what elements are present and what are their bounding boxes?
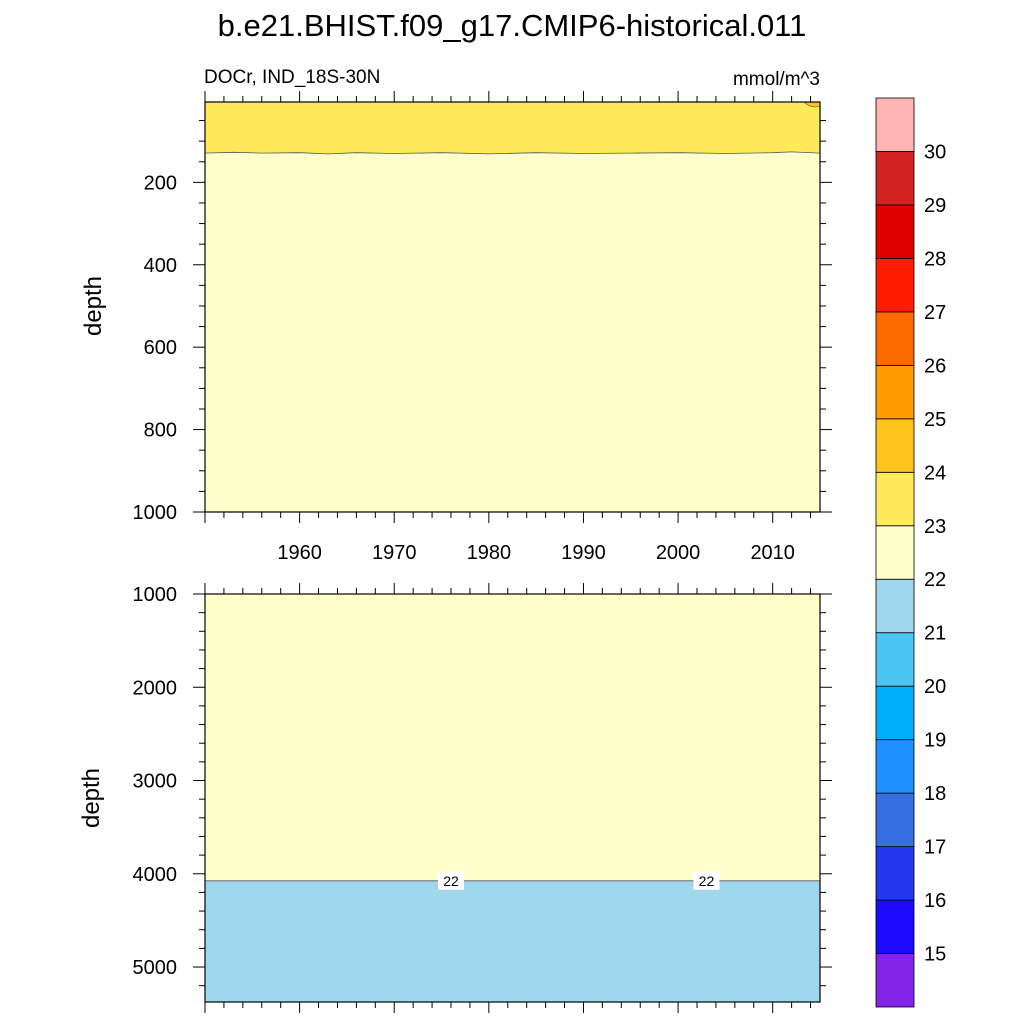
colorbar-swatch [875, 899, 915, 954]
colorbar-swatch [875, 364, 915, 420]
colorbar-swatch [875, 311, 915, 366]
upper-y-tick-label: 400 [144, 255, 177, 277]
colorbar-swatch [875, 953, 915, 1008]
upper-frame [204, 101, 821, 513]
colorbar-swatch [875, 97, 915, 152]
colorbar-tick-label: 21 [924, 623, 946, 645]
lower-y-tick-label: 4000 [133, 864, 178, 886]
colorbar-tick-label: 17 [924, 837, 946, 859]
upper-units-label: mmol/m^3 [733, 69, 820, 90]
colorbar-swatch [875, 151, 915, 206]
colorbar-tick-label: 25 [924, 409, 946, 431]
contour-label-bg [693, 871, 720, 890]
lower-field-21-22 [205, 880, 820, 1002]
upper-field-23-24 [205, 102, 820, 154]
contour-label: 22 [699, 873, 715, 889]
upper-x-tick-label: 2010 [750, 542, 795, 564]
upper-y-tick-label: 200 [144, 172, 177, 194]
lower-frame [204, 593, 821, 1003]
colorbar-swatch [875, 525, 915, 580]
figure-title: b.e21.BHIST.f09_g17.CMIP6-historical.011 [218, 8, 807, 43]
contour-label: 22 [443, 873, 459, 889]
colorbar-tick-label: 16 [924, 890, 946, 912]
upper-y-tick-label: 600 [144, 337, 177, 359]
colorbar-tick-label: 22 [924, 569, 946, 591]
colorbar-tick-label: 19 [924, 730, 946, 752]
upper-y-tick-label: 800 [144, 420, 177, 442]
upper-left-label: DOCr, IND_18S-30N [204, 67, 380, 88]
upper-x-tick-label: 1980 [467, 542, 512, 564]
upper-y-axis-label: depth [80, 276, 107, 336]
lower-y-tick-label: 2000 [133, 677, 178, 699]
upper-x-tick-label: 1970 [372, 542, 417, 564]
colorbar-tick-label: 28 [924, 248, 946, 270]
colorbar-swatch [875, 792, 915, 847]
lower-field-22-23 [205, 594, 820, 881]
colorbar-swatch [875, 739, 915, 794]
lower-y-tick-label: 1000 [133, 584, 178, 606]
colorbar-swatch [875, 471, 915, 527]
colorbar-tick-label: 30 [924, 141, 946, 163]
contour-label-bg [438, 871, 464, 890]
colorbar-tick-label: 29 [924, 195, 946, 217]
colorbar-tick-label: 15 [924, 944, 946, 966]
upper-x-tick-label: 1960 [277, 542, 322, 564]
lower-panel: 22 22 1000 2000 3000 4000 5000 [133, 583, 832, 1013]
colorbar-swatch [875, 846, 915, 901]
colorbar-swatch [875, 258, 915, 313]
upper-y-tick-label: 1000 [133, 502, 178, 524]
colorbar-swatch [875, 685, 915, 741]
upper-field-22-23 [205, 102, 820, 512]
upper-x-tick-label: 2000 [656, 542, 701, 564]
upper-x-tick-label: 1990 [561, 542, 606, 564]
lower-y-axis-label: depth [78, 768, 105, 828]
colorbar-tick-label: 26 [924, 355, 946, 377]
colorbar-swatch [875, 418, 915, 473]
lower-y-tick-label: 3000 [133, 771, 178, 793]
upper-panel: 1960 1970 1980 1990 2000 2010 200 400 600 800 1000 [133, 91, 832, 564]
colorbar-swatch [875, 578, 915, 634]
colorbar-tick-label: 23 [924, 516, 946, 538]
colorbar-swatch [875, 204, 915, 259]
colorbar: 15 16 17 18 19 20 21 22 23 24 25 26 27 28 29 30 [875, 97, 946, 1008]
colorbar-swatch [875, 632, 915, 687]
colorbar-tick-label: 27 [924, 302, 946, 324]
colorbar-tick-label: 24 [924, 462, 946, 484]
upper-contour-23 [204, 151, 821, 155]
colorbar-tick-label: 20 [924, 676, 946, 698]
colorbar-tick-label: 18 [924, 783, 946, 805]
lower-y-tick-label: 5000 [133, 957, 178, 979]
